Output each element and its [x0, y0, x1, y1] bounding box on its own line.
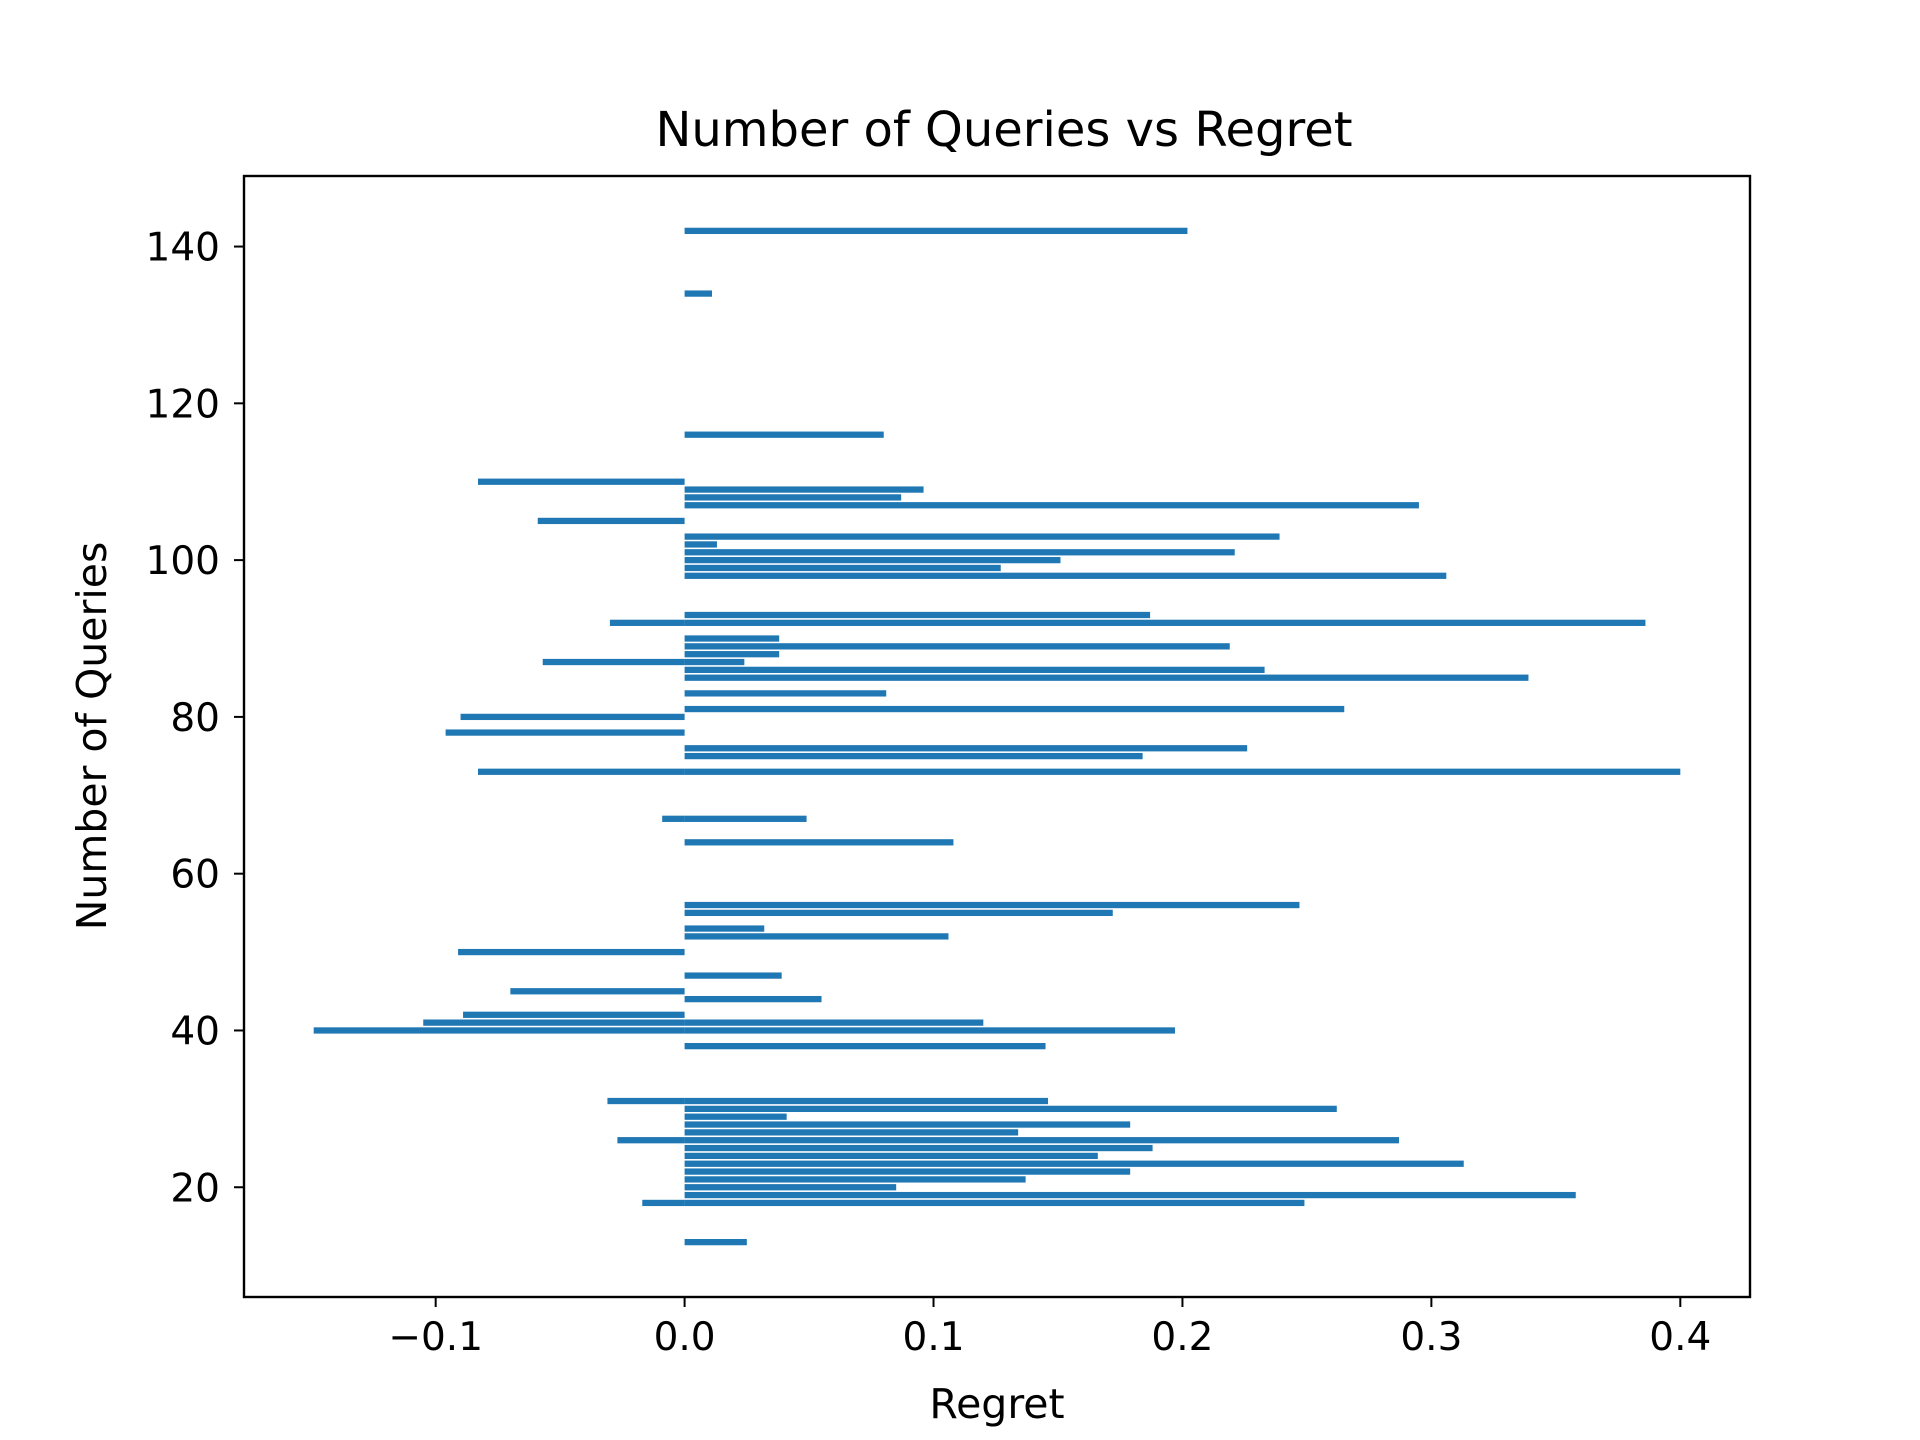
bar: [684, 572, 1447, 579]
bar: [684, 909, 1113, 917]
bar: [684, 972, 782, 979]
x-tick-label: 0.1: [903, 1315, 965, 1360]
bar: [458, 948, 685, 956]
bar: [662, 815, 685, 822]
bar: [684, 1027, 1175, 1034]
bar: [684, 643, 1230, 650]
bar: [510, 988, 685, 995]
bar: [477, 478, 685, 485]
bar: [477, 768, 685, 775]
y-tick-label: 140: [146, 226, 220, 271]
bar: [684, 635, 780, 642]
bar: [607, 1097, 685, 1105]
bar: [684, 752, 1143, 760]
bar: [684, 1191, 1576, 1199]
x-tick-label: 0.2: [1151, 1315, 1213, 1360]
bar: [313, 1027, 685, 1034]
y-tick-label: 20: [170, 1166, 220, 1211]
bar: [684, 666, 1265, 674]
bar: [684, 1105, 1337, 1112]
x-tick-label: 0.3: [1400, 1315, 1462, 1360]
bar: [684, 1121, 1131, 1128]
bar: [684, 815, 807, 822]
x-tick-label: 0.4: [1649, 1315, 1711, 1360]
bar: [684, 494, 902, 501]
bar: [684, 1043, 1046, 1050]
x-axis-ticks: −0.1 0.0 0.1 0.2 0.3 0.4: [388, 1297, 1711, 1360]
bars-group: [313, 227, 1681, 1246]
bar: [684, 1129, 1019, 1136]
bar: [684, 502, 1419, 509]
bar: [684, 901, 1300, 909]
bar: [684, 611, 1151, 619]
bar: [460, 713, 685, 721]
bar: [684, 1238, 747, 1246]
bar: [684, 431, 884, 438]
bar: [609, 619, 685, 626]
bar: [684, 925, 765, 932]
y-tick-label: 60: [170, 853, 220, 898]
bar: [684, 556, 1061, 564]
bar: [617, 1137, 685, 1144]
bar: [684, 933, 949, 940]
x-tick-label: 0.0: [654, 1315, 716, 1360]
bar: [684, 705, 1345, 713]
bar: [684, 1199, 1305, 1207]
y-tick-label: 100: [146, 539, 220, 584]
bar: [684, 1019, 984, 1026]
bar: [684, 486, 924, 493]
plot-frame: [242, 174, 1752, 1299]
bar: [684, 674, 1529, 681]
y-tick-label: 40: [170, 1009, 220, 1054]
bar: [684, 549, 1235, 556]
bar: [684, 1113, 787, 1120]
bar: [684, 651, 780, 658]
y-tick-label: 80: [170, 696, 220, 741]
bar: [684, 1152, 1098, 1160]
bar: [423, 1019, 685, 1026]
bar: [537, 517, 685, 525]
bar: [684, 1137, 1400, 1144]
bar: [684, 658, 745, 666]
bar: [684, 1168, 1131, 1175]
bar: [684, 619, 1646, 626]
y-axis-ticks: 20 40 60 80 100 120 140: [146, 226, 244, 1211]
bar: [684, 839, 954, 846]
bar: [463, 1011, 685, 1018]
x-axis-label: Regret: [929, 1380, 1064, 1428]
bar: [684, 995, 822, 1003]
bar: [684, 768, 1681, 775]
bar: [684, 745, 1248, 752]
bar: [445, 729, 685, 736]
bar: [642, 1199, 685, 1207]
bar: [684, 564, 1001, 572]
bar: [684, 541, 717, 548]
bar: [684, 1097, 1049, 1105]
y-tick-label: 120: [146, 382, 220, 427]
bar: [684, 1160, 1464, 1167]
y-axis-label: Number of Queries: [68, 542, 116, 931]
bar: [684, 690, 887, 697]
bar: [684, 1184, 897, 1191]
bar: [542, 658, 685, 666]
bar: [684, 533, 1280, 540]
bar: [684, 290, 712, 297]
x-tick-label: −0.1: [388, 1315, 483, 1360]
bar: [684, 227, 1188, 235]
bar: [684, 1144, 1153, 1152]
bar: [684, 1176, 1026, 1183]
chart-title: Number of Queries vs Regret: [655, 102, 1352, 158]
